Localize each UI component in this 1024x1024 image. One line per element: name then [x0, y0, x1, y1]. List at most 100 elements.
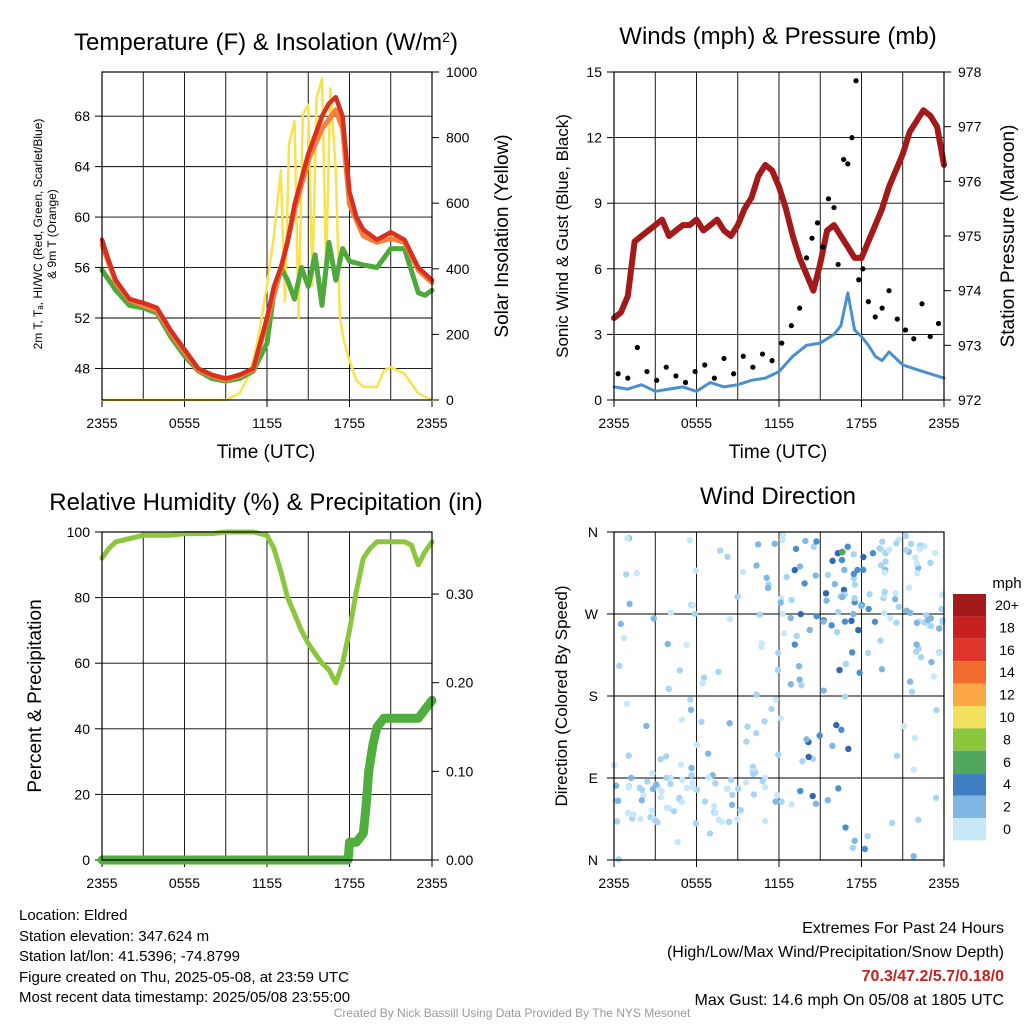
wind-direction-point	[679, 776, 686, 784]
wind-direction-point	[623, 700, 630, 707]
plot-border	[613, 71, 945, 401]
colorbar-label: 4	[1003, 776, 1011, 792]
wind-direction-point	[881, 609, 888, 617]
wind-direction-point	[810, 543, 817, 551]
gust-point	[702, 362, 708, 368]
wind-direction-point	[844, 543, 851, 550]
wind-direction-point	[615, 856, 622, 863]
series-station-pressure	[611, 107, 947, 321]
wind-direction-point	[823, 597, 830, 604]
x-tick-label: 1155	[252, 875, 282, 891]
wind-direction-point	[763, 574, 770, 581]
wind-direction-point	[613, 818, 621, 825]
wind-direction-point	[851, 837, 858, 844]
wind-direction-point	[838, 726, 845, 734]
wind-direction-point	[887, 615, 894, 622]
wind-y-label: Sonic Wind & Gust (Blue, Black)	[553, 114, 572, 358]
wind-direction-point	[892, 589, 899, 597]
wind-direction-point	[756, 611, 763, 618]
wind-direction-point	[683, 641, 690, 649]
gust-point	[856, 277, 862, 283]
gust-point	[759, 351, 766, 357]
x-tick-label: 2355	[86, 415, 117, 431]
wind-direction-point	[691, 610, 699, 618]
wind-direction-point	[637, 815, 644, 823]
wind-direction-point	[878, 666, 886, 673]
gust-point	[835, 261, 841, 268]
colorbar-swatch	[953, 638, 986, 662]
wind-direction-point	[700, 674, 708, 681]
wind-direction-point	[908, 688, 916, 695]
wind-direction-point	[677, 761, 685, 768]
gust-point	[831, 204, 837, 211]
wind-direction-point	[761, 784, 769, 791]
wind-direction-point	[686, 537, 694, 544]
wind-direction-point	[838, 556, 846, 564]
gust-point	[692, 368, 698, 375]
humidity-panel: Relative Humidity (%) & Precipitation (i…	[25, 489, 483, 891]
x-tick-label: 2355	[598, 875, 629, 891]
wind-direction-point	[938, 605, 945, 613]
winds-panel-title: Winds (mph) & Pressure (mb)	[619, 23, 936, 50]
wind-direction-point	[715, 668, 722, 676]
x-tick-label: 0555	[169, 415, 200, 431]
wind-direction-point	[801, 580, 808, 587]
wind-direction-point	[812, 800, 820, 807]
gust-point	[872, 314, 878, 320]
wind-direction-point	[822, 590, 830, 597]
wind-direction-point	[910, 766, 917, 773]
wind-direction-point	[922, 611, 930, 619]
wind-direction-point	[927, 622, 935, 630]
y-tick-label: S	[589, 688, 598, 704]
wind-direction-point	[820, 618, 827, 625]
temperature-x-label: Time (UTC)	[217, 442, 316, 463]
y-right-tick-label: 1000	[446, 64, 477, 80]
wind-direction-point	[842, 824, 849, 831]
wind-direction-point	[777, 599, 784, 606]
wind-direction-point	[936, 650, 943, 657]
wind-direction-point	[803, 736, 810, 743]
wind-direction-point	[648, 807, 655, 814]
wind-direction-point	[658, 787, 665, 795]
wind-direction-point	[913, 641, 920, 648]
wind-direction-point	[744, 723, 751, 730]
wind-direction-point	[895, 603, 902, 611]
gust-point	[935, 320, 942, 327]
temperature-y-label-line2: & 9m T (Orange)	[45, 189, 59, 279]
wind-direction-point	[649, 785, 657, 793]
wind-direction-point	[851, 595, 858, 602]
wind-direction-point	[788, 801, 795, 808]
wind-direction-point	[903, 607, 910, 614]
wind-direction-point	[855, 626, 862, 634]
wind-direction-point	[727, 776, 735, 784]
wind-direction-point	[616, 662, 623, 670]
colorbar-swatch	[953, 795, 986, 818]
humidity-panel-title: Relative Humidity (%) & Precipitation (i…	[49, 489, 482, 516]
wind-direction-point	[625, 752, 632, 759]
colorbar-swatch	[953, 773, 986, 796]
wind-direction-point	[630, 811, 637, 818]
y-left-tick-label: 64	[74, 159, 90, 175]
gust-point	[911, 336, 917, 342]
wind-direction-point	[649, 770, 656, 777]
wind-direction-point	[871, 618, 879, 625]
colorbar-swatch	[953, 728, 986, 751]
wind-direction-point	[787, 614, 794, 622]
gust-point	[845, 161, 851, 167]
series-solar-insolation	[100, 77, 434, 402]
wind-direction-point	[842, 693, 849, 700]
wind-direction-point	[900, 722, 908, 730]
wind-direction-point	[711, 780, 719, 787]
y-right-tick-label: 974	[958, 283, 982, 299]
wind-direction-point	[916, 546, 923, 553]
colorbar-label: 2	[1003, 799, 1011, 815]
y-right-tick-label: 977	[958, 119, 982, 135]
x-tick-label: 1155	[764, 415, 794, 431]
wind-direction-point	[716, 547, 724, 554]
y-left-tick-label: 6	[594, 261, 602, 277]
wind-direction-point	[772, 798, 779, 805]
y-left-tick-label: 15	[586, 64, 602, 80]
wind-direction-point	[851, 581, 859, 588]
wind-direction-point	[906, 678, 914, 685]
